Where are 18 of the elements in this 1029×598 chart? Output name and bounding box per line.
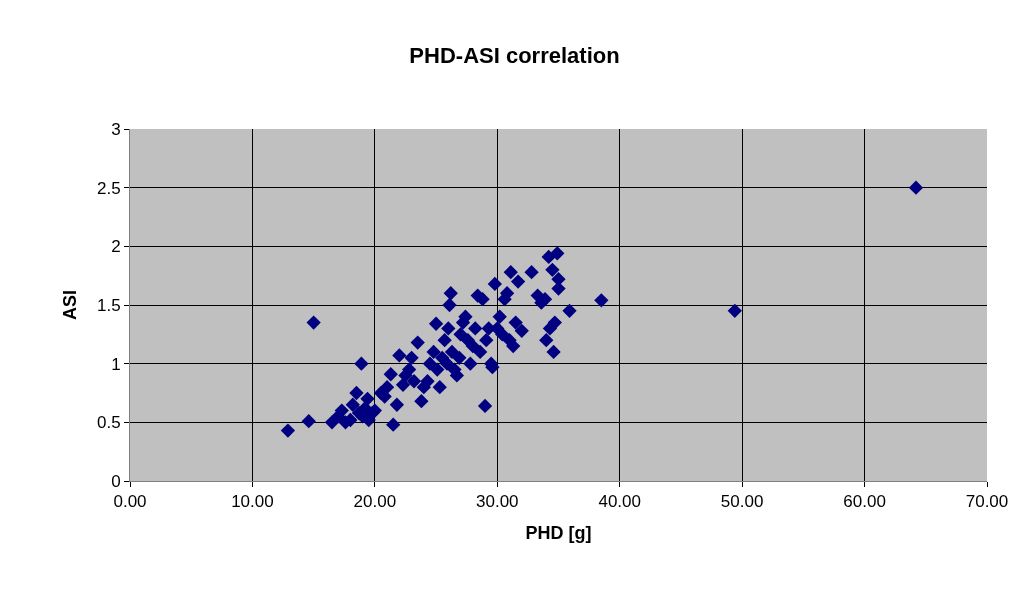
x-tick-label: 70.00 xyxy=(965,492,1009,512)
y-tick-label: 0.5 xyxy=(96,413,121,433)
x-tick-label: 40.00 xyxy=(598,492,641,512)
chart-title: PHD-ASI correlation xyxy=(409,43,620,69)
x-tick-label: 20.00 xyxy=(353,492,397,512)
y-tick-label: 2.5 xyxy=(96,178,121,198)
x-tick-label: 60.00 xyxy=(843,492,886,512)
y-tick-label: 2 xyxy=(111,237,121,257)
y-tick-label: 3 xyxy=(111,119,121,139)
x-axis-title: PHD [g] xyxy=(525,522,592,543)
y-tick-label: 1 xyxy=(111,354,121,374)
x-tick-label: 50.00 xyxy=(720,492,764,512)
y-tick-label: 1.5 xyxy=(96,295,121,315)
y-tick-label: 0 xyxy=(111,471,121,491)
y-axis-title: ASI xyxy=(60,289,81,321)
x-tick-label: 30.00 xyxy=(476,492,519,512)
x-tick-label: 0.00 xyxy=(113,492,147,512)
x-tick-label: 10.00 xyxy=(231,492,274,512)
